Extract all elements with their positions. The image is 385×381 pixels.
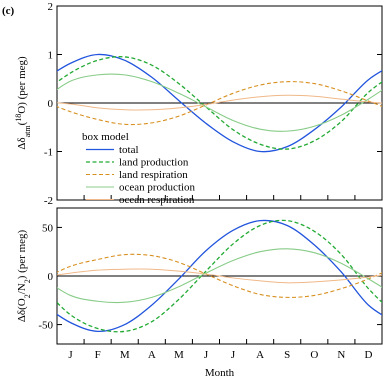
y-tick-label: -50 [38,320,53,332]
x-tick-label: A [256,349,264,361]
series-line-land-respiration [57,81,382,126]
legend-label: ocean respiration [119,194,195,206]
x-tick-label: M [174,349,184,361]
x-tick-label: J [231,349,236,361]
x-tick-label: N [337,349,345,361]
y-tick-label: 50 [42,222,54,234]
panel-top: -2 -1 0 1 2 [44,1,383,207]
series-line-total [57,219,382,333]
series-line-land-production [57,56,382,150]
legend-label: ocean production [119,182,196,194]
x-tick-label: F [95,349,101,361]
series-line-ocean-respiration [57,268,382,284]
x-tick-label: J [68,349,73,361]
series-line-land-respiration [57,253,382,298]
legend-label: land production [119,157,189,169]
x-tick-label: O [310,349,318,361]
y-tick-label: 1 [48,50,54,62]
legend-label: land respiration [119,169,188,181]
legend-title: box model [82,131,129,143]
x-tick-label: A [148,349,156,361]
legend-label: total [119,144,139,156]
series-line-land-production [57,219,382,333]
panel-bottom: -50 0 50 [38,207,383,345]
x-tick-label: J [204,349,209,361]
series-line-ocean-respiration [57,94,382,111]
x-tick-label: D [364,349,372,361]
y-axis-label-top: Δδatm(18O) (per meg) [14,56,32,150]
series-line-ocean-production [57,73,382,132]
y-tick-label: -1 [44,147,53,159]
series-line-ocean-production [57,248,382,304]
series-line-total [57,53,382,153]
x-tick-label: S [284,349,290,361]
y-axis-label-bottom: Δδ(O2/N2) (per meg) [16,229,32,322]
y-tick-label: 0 [48,271,54,283]
y-tick-label: 2 [48,1,54,13]
x-axis-label: Month [205,367,235,379]
x-tick-label: M [120,349,130,361]
y-tick-label: -2 [44,195,53,207]
y-tick-label: 0 [48,98,54,110]
panel-label: (c) [2,5,15,17]
